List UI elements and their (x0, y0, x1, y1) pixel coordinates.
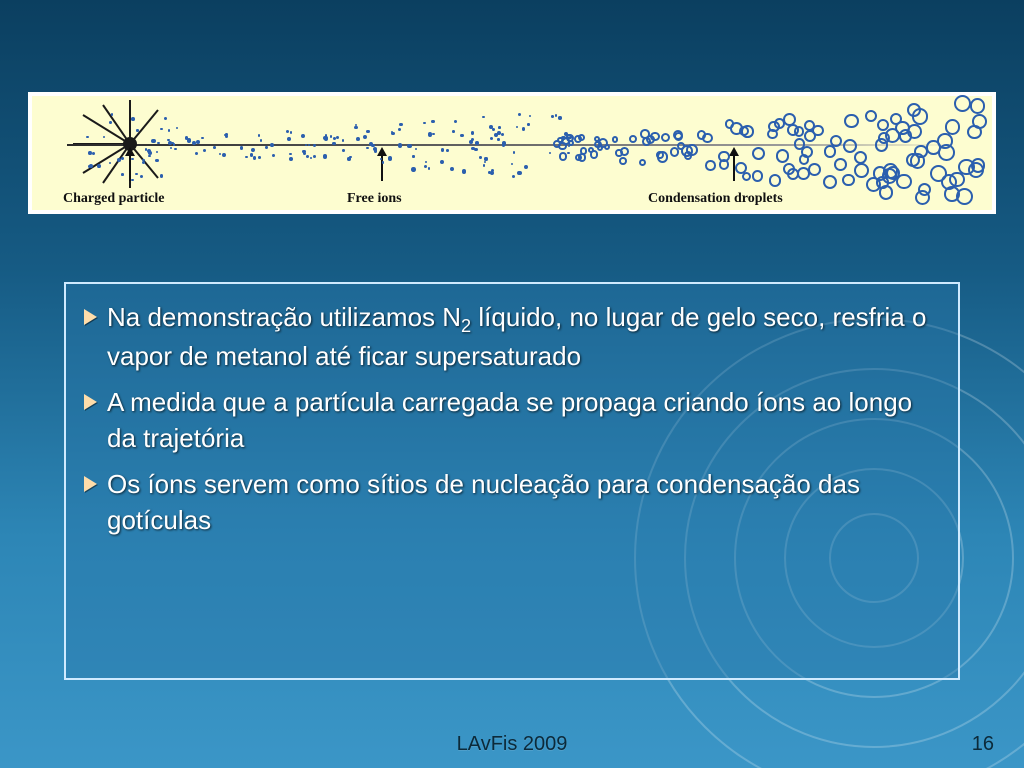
cloud-chamber-diagram: Charged particle Free ions Condensation … (28, 92, 996, 214)
bullet-marker-icon (84, 476, 97, 492)
content-textbox: Na demonstração utilizamos N2 líquido, n… (64, 282, 960, 680)
footer-label: LAvFis 2009 (0, 733, 1024, 756)
page-number: 16 (972, 733, 994, 756)
label-free-ions: Free ions (347, 191, 402, 207)
bullet-marker-icon (84, 309, 97, 325)
bullet-marker-icon (84, 394, 97, 410)
bullet-item: Os íons servem como sítios de nucleação … (84, 467, 940, 539)
slide: Charged particle Free ions Condensation … (0, 0, 1024, 768)
bullet-text: A medida que a partícula carregada se pr… (107, 385, 940, 457)
label-condensation-droplets: Condensation droplets (648, 191, 783, 207)
label-charged-particle: Charged particle (63, 191, 164, 207)
bullet-item: Na demonstração utilizamos N2 líquido, n… (84, 300, 940, 375)
diagram-canvas: Charged particle Free ions Condensation … (32, 96, 992, 210)
bullet-text: Na demonstração utilizamos N2 líquido, n… (107, 300, 940, 375)
track-line (67, 144, 957, 146)
bullet-item: A medida que a partícula carregada se pr… (84, 385, 940, 457)
bullet-text: Os íons servem como sítios de nucleação … (107, 467, 940, 539)
